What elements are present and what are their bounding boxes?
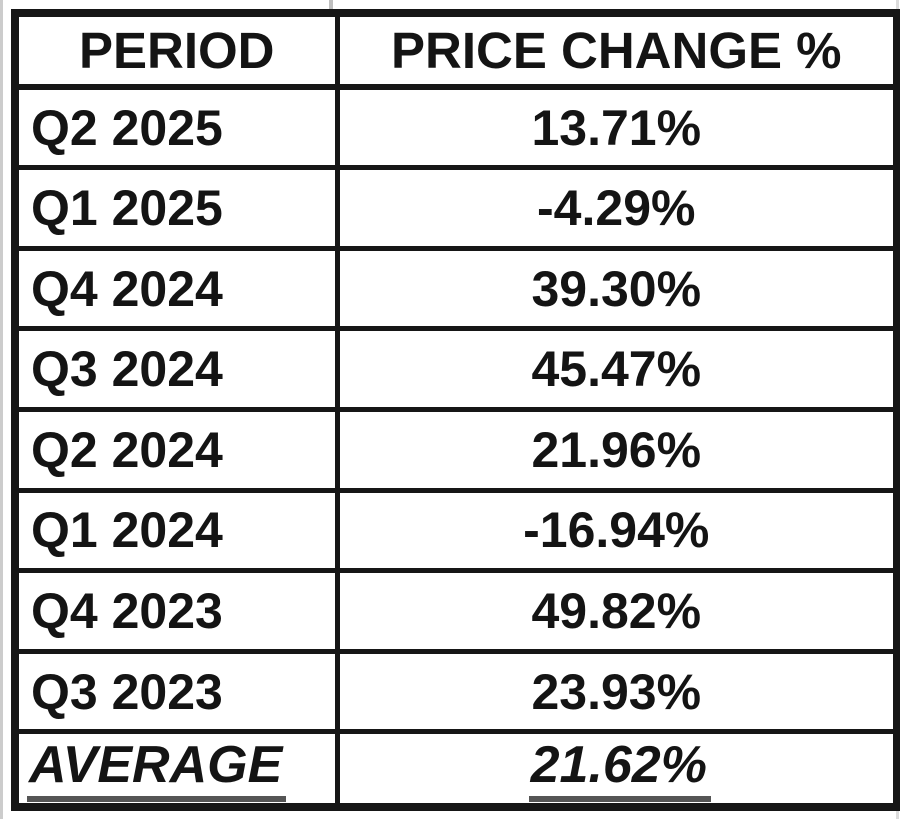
table-body: Q2 2025 13.71% Q1 2025 -4.29% Q4 2024 39.30% Q… (11, 84, 900, 735)
price-change-cell: 49.82% (334, 568, 900, 654)
table-row: Q2 2025 13.71% (11, 84, 900, 171)
table-row: Q1 2024 -16.94% (11, 487, 900, 574)
gridline-top-stub (329, 0, 333, 14)
period-cell: Q2 2025 (11, 84, 340, 171)
header-price-change: PRICE CHANGE % (334, 9, 900, 90)
average-value-cell: 21.62% (334, 729, 900, 812)
table-row: Q2 2024 21.96% (11, 406, 900, 493)
table-row: Q1 2025 -4.29% (11, 165, 900, 251)
average-label: AVERAGE (27, 738, 287, 799)
price-change-cell: 23.93% (334, 648, 900, 735)
average-row: AVERAGE 21.62% (11, 729, 900, 812)
period-cell: Q2 2024 (11, 406, 340, 493)
price-change-cell: 21.96% (334, 406, 900, 493)
period-cell: Q1 2024 (11, 487, 340, 574)
price-change-cell: -4.29% (334, 165, 900, 251)
period-cell: Q4 2024 (11, 245, 340, 332)
header-row: PERIOD PRICE CHANGE % (11, 9, 900, 90)
table-row: Q4 2023 49.82% (11, 568, 900, 654)
price-change-table: PERIOD PRICE CHANGE % Q2 2025 13.71% Q1 20… (11, 9, 900, 812)
period-cell: Q4 2023 (11, 568, 340, 654)
price-change-cell: 45.47% (334, 326, 900, 412)
price-change-cell: -16.94% (334, 487, 900, 574)
table-row: Q3 2023 23.93% (11, 648, 900, 735)
table-row: Q4 2024 39.30% (11, 245, 900, 332)
price-change-cell: 13.71% (334, 84, 900, 171)
period-cell: Q3 2023 (11, 648, 340, 735)
period-cell: Q3 2024 (11, 326, 340, 412)
average-value: 21.62% (528, 738, 711, 799)
header-period: PERIOD (11, 9, 340, 90)
gridline-left (0, 0, 3, 819)
average-label-cell: AVERAGE (11, 729, 340, 812)
price-change-cell: 39.30% (334, 245, 900, 332)
table-row: Q3 2024 45.47% (11, 326, 900, 412)
period-cell: Q1 2025 (11, 165, 340, 251)
